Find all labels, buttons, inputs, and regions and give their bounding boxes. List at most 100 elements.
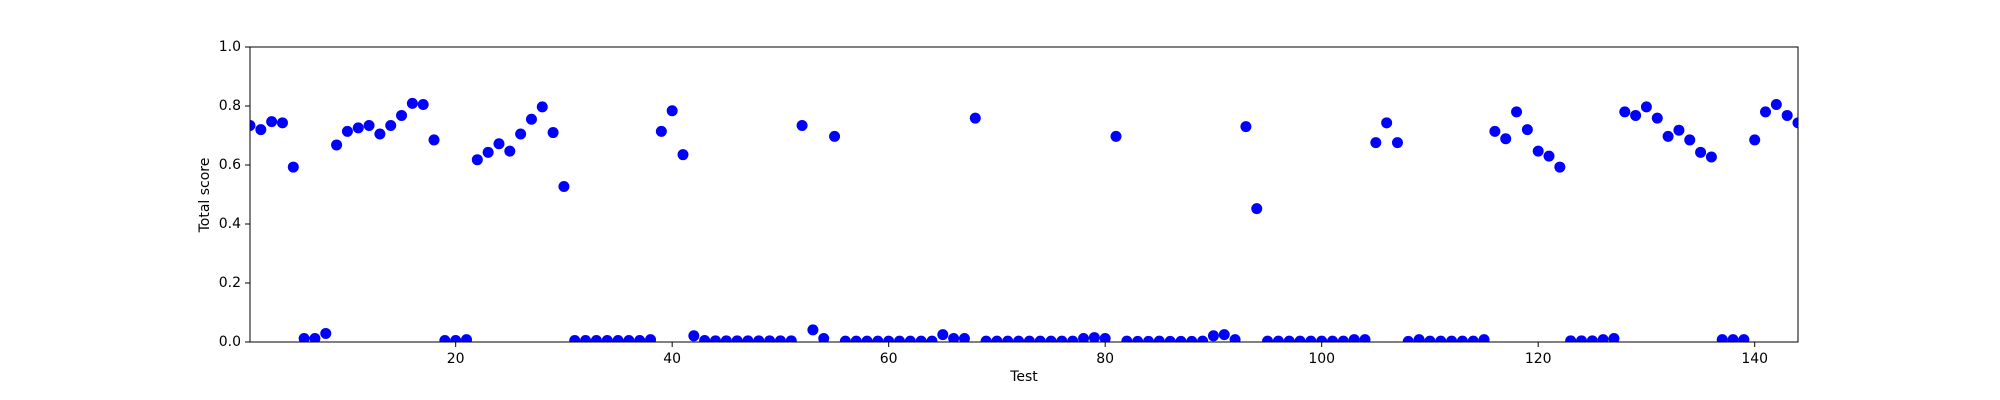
point (471, 154, 483, 166)
point (829, 130, 841, 142)
point (450, 335, 462, 342)
y-tick-label: 0.0 (219, 334, 241, 350)
point (331, 139, 343, 151)
point (1738, 334, 1750, 342)
point (666, 105, 678, 117)
x-tick-label: 80 (1096, 351, 1114, 367)
point (969, 112, 981, 124)
point (904, 335, 916, 342)
point (839, 335, 851, 342)
point (1067, 335, 1079, 342)
x-tick-label: 60 (880, 351, 898, 367)
point (493, 138, 505, 150)
point (1695, 146, 1707, 158)
point (1132, 335, 1144, 342)
point (818, 332, 830, 342)
point (1110, 130, 1122, 142)
point (1770, 99, 1782, 111)
point (1229, 334, 1241, 342)
point (1402, 335, 1414, 342)
point (634, 335, 646, 342)
point (612, 335, 624, 342)
point (266, 116, 278, 128)
point (1575, 335, 1587, 342)
point (320, 327, 332, 339)
point (720, 335, 732, 342)
point (850, 335, 862, 342)
point (1240, 121, 1252, 133)
point (764, 335, 776, 342)
point (1164, 335, 1176, 342)
point (1348, 334, 1360, 342)
point (1272, 335, 1284, 342)
point (1749, 134, 1761, 146)
point (688, 330, 700, 342)
point (1175, 335, 1187, 342)
point (1705, 151, 1717, 163)
point (1684, 134, 1696, 146)
point (396, 109, 408, 121)
point (309, 332, 321, 342)
point (580, 335, 592, 342)
y-tick-label: 0.2 (219, 275, 241, 291)
point (1045, 335, 1057, 342)
point (1521, 124, 1533, 136)
x-tick-label: 120 (1525, 351, 1552, 367)
point (1662, 130, 1674, 142)
point (1056, 335, 1068, 342)
point (1532, 145, 1544, 157)
point (699, 335, 711, 342)
point (547, 127, 559, 139)
point (1608, 332, 1620, 342)
point (439, 335, 451, 342)
point (1359, 334, 1371, 342)
x-tick-label: 100 (1308, 351, 1335, 367)
point (1619, 106, 1631, 118)
plot-frame (249, 46, 1799, 343)
y-tick-label: 1.0 (219, 39, 241, 55)
point (1478, 334, 1490, 342)
point (525, 113, 537, 125)
point (677, 149, 689, 161)
point (1586, 335, 1598, 342)
point (883, 335, 895, 342)
point (1283, 335, 1295, 342)
point (1121, 335, 1133, 342)
point (1251, 203, 1263, 215)
point (504, 145, 516, 157)
point (417, 99, 429, 111)
point (601, 335, 613, 342)
point (894, 335, 906, 342)
point (958, 332, 970, 342)
point (1424, 335, 1436, 342)
point (1597, 334, 1609, 342)
point (255, 124, 267, 136)
point (1781, 109, 1793, 121)
point (861, 335, 873, 342)
point (1391, 137, 1403, 149)
point (1207, 330, 1219, 342)
point (352, 122, 364, 134)
point (785, 335, 797, 342)
x-tick-label: 40 (663, 351, 681, 367)
point (482, 146, 494, 158)
point (1023, 335, 1035, 342)
point (991, 335, 1003, 342)
point (731, 335, 743, 342)
point (363, 119, 375, 131)
y-axis-label: Total score (197, 158, 213, 234)
point (1456, 335, 1468, 342)
point (569, 335, 581, 342)
point (1013, 335, 1025, 342)
point (1034, 335, 1046, 342)
point (1337, 335, 1349, 342)
point (1467, 335, 1479, 342)
point (926, 335, 938, 342)
point (1305, 335, 1317, 342)
point (1218, 329, 1230, 341)
point (1142, 335, 1154, 342)
point (1002, 335, 1014, 342)
point (1446, 335, 1458, 342)
point (428, 134, 440, 146)
